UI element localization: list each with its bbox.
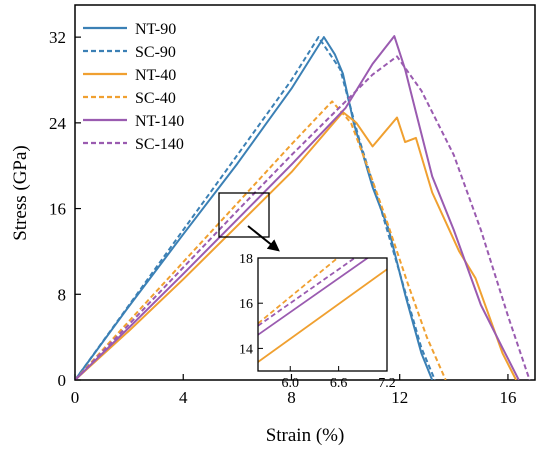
x-tick-label: 12 xyxy=(391,388,408,407)
y-tick-label: 16 xyxy=(49,200,66,219)
inset-line-nt-40 xyxy=(258,268,387,363)
legend-label-sc-140: SC-140 xyxy=(135,136,184,153)
inset-series-group xyxy=(258,258,387,363)
inset-x-tick-label: 6.0 xyxy=(282,376,300,391)
inset-line-sc-140 xyxy=(258,258,357,327)
series-line-sc-140 xyxy=(75,55,531,380)
inset-x-tick-label: 7.2 xyxy=(378,376,396,391)
plot-area-frame xyxy=(74,4,536,381)
main-axis-ticks: 0 4 8 12 16 0 8 16 24 32 xyxy=(49,28,516,407)
series-line-nt-40 xyxy=(75,111,517,380)
series-line-sc-90 xyxy=(75,36,436,380)
inset-y-tick-label: 18 xyxy=(239,252,253,267)
x-tick-label: 0 xyxy=(71,388,80,407)
legend-label-sc-40: SC-40 xyxy=(135,90,176,107)
y-tick-label: 0 xyxy=(58,371,67,390)
y-axis-title: Stress (GPa) xyxy=(10,145,31,241)
zoom-arrow xyxy=(247,225,280,252)
inset-line-sc-40 xyxy=(258,258,339,325)
y-tick-label: 24 xyxy=(49,114,67,133)
x-tick-label: 4 xyxy=(179,388,188,407)
inset-x-tick-label: 6.6 xyxy=(330,376,348,391)
inset-y-tick-label: 16 xyxy=(239,297,253,312)
inset-line-nt-140 xyxy=(258,258,370,336)
y-tick-label: 8 xyxy=(58,285,67,304)
legend: NT-90 SC-90 NT-40 SC-40 NT-140 SC-140 xyxy=(83,21,184,153)
y-tick-label: 32 xyxy=(49,28,66,47)
x-tick-label: 16 xyxy=(499,388,516,407)
legend-label-sc-90: SC-90 xyxy=(135,44,176,61)
inset-axis-ticks: 6.0 6.6 7.2 14 16 18 xyxy=(239,252,396,391)
series-line-nt-90 xyxy=(75,36,434,380)
inset-frame xyxy=(257,257,388,372)
legend-label-nt-90: NT-90 xyxy=(135,21,176,38)
zoom-region-box xyxy=(218,192,270,238)
inset-y-tick-label: 14 xyxy=(239,342,253,357)
inset-background xyxy=(258,258,387,371)
x-tick-label: 8 xyxy=(287,388,296,407)
series-line-nt-140 xyxy=(75,35,520,380)
main-series-group xyxy=(75,35,531,380)
legend-label-nt-140: NT-140 xyxy=(135,113,184,130)
x-axis-title: Strain (%) xyxy=(266,425,345,446)
legend-label-nt-40: NT-40 xyxy=(135,67,176,84)
